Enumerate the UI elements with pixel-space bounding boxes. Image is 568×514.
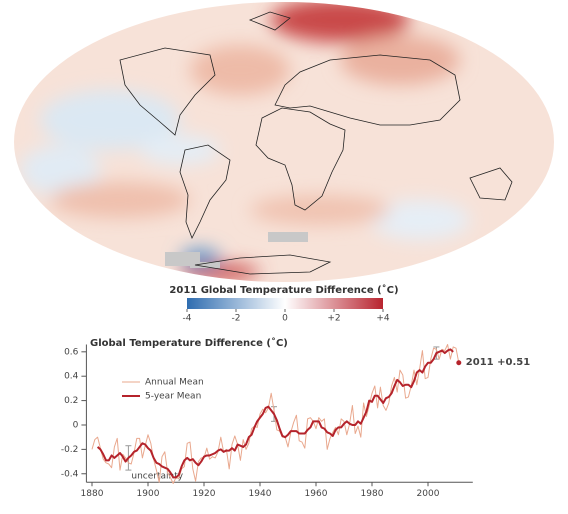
legend-label: Annual Mean: [145, 378, 204, 388]
five-year-line: [96, 348, 454, 479]
colorbar-tick-label: +4: [376, 314, 390, 324]
annual-line: [91, 344, 460, 485]
map-anomalies: [20, 2, 470, 280]
y-tick-label: -0.2: [61, 445, 79, 455]
x-tick-label: 1980: [361, 489, 384, 499]
y-tick-label: -0.4: [61, 469, 79, 479]
x-tick-label: 1940: [249, 489, 272, 499]
y-tick-label: 0.2: [64, 396, 78, 406]
y-tick-label: 0.6: [64, 347, 79, 357]
x-tick-label: 1960: [305, 489, 328, 499]
colorbar: 2011 Global Temperature Difference (˚C): [169, 284, 399, 309]
x-tick-label: 1900: [137, 489, 160, 499]
x-tick-label: 1920: [193, 489, 216, 499]
x-tick-label: 1880: [81, 489, 104, 499]
colorbar-tick-label: -4: [183, 314, 192, 324]
chart-title: Global Temperature Difference (˚C): [90, 337, 288, 349]
x-tick-label: 2000: [417, 489, 440, 499]
colorbar-tick-label: -2: [232, 314, 241, 324]
colorbar-tick-label: 0: [282, 314, 288, 324]
y-tick-label: 0: [73, 420, 79, 430]
colorbar-gradient: [187, 298, 383, 309]
line-chart: Global Temperature Difference (˚C) 0.6 0.…: [61, 337, 530, 499]
colorbar-tick-label: +2: [327, 314, 340, 324]
map: [14, 2, 554, 282]
annotation-dot: [456, 360, 462, 366]
coastlines: [119, 11, 513, 275]
y-tick-label: 0.4: [64, 372, 79, 382]
legend-label: 5-year Mean: [145, 392, 201, 402]
annotation-label: 2011 +0.51: [466, 357, 530, 368]
missing-data: [165, 232, 308, 268]
colorbar-title: 2011 Global Temperature Difference (˚C): [169, 284, 398, 296]
